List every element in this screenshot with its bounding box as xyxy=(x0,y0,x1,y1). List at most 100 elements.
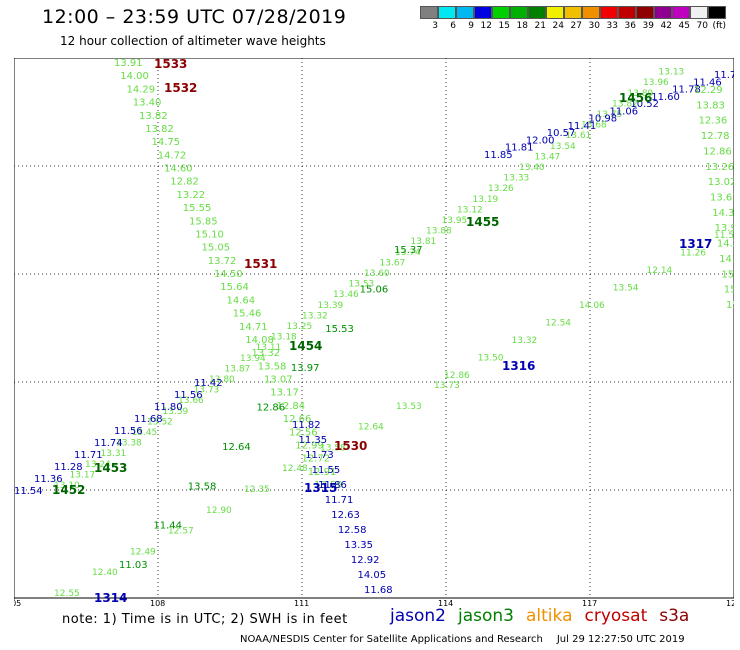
wave-value: 14.60 xyxy=(164,164,193,175)
wave-value: 13.17 xyxy=(270,388,299,399)
track-id-1315: 1315 xyxy=(304,481,337,495)
wave-value: 13.73 xyxy=(194,386,220,396)
wave-value: 10.57 xyxy=(547,128,576,139)
wave-value: 14.75 xyxy=(152,137,181,148)
wave-value: 12.78 xyxy=(701,131,730,142)
wave-value: 13.12 xyxy=(457,205,483,215)
wave-value: 13.67 xyxy=(380,258,406,268)
wave-value: 13.39 xyxy=(318,301,344,311)
wave-value: 11.41 xyxy=(568,121,597,132)
track-id-1531: 1531 xyxy=(244,257,277,271)
map-title: 12:00 – 23:59 UTC 07/28/2019 xyxy=(42,6,347,28)
wave-value: 12.72 xyxy=(302,454,331,465)
wave-value: 13.82 xyxy=(145,124,174,135)
wave-value: 13.89 xyxy=(628,89,654,99)
wave-value: 12.54 xyxy=(545,319,571,329)
wave-value: 12.48 xyxy=(282,464,308,474)
wave-value: 12.90 xyxy=(206,506,232,516)
legend-swatch xyxy=(708,6,726,19)
wave-value: 12.92 xyxy=(351,555,380,566)
track-id-1532: 1532 xyxy=(164,81,197,95)
wave-value: 12.63 xyxy=(331,510,360,521)
wave-value: 13.50 xyxy=(478,354,504,364)
wave-value: 13.22 xyxy=(177,190,206,201)
track-id-1530: 1530 xyxy=(334,439,367,453)
wave-value: 15.64 xyxy=(220,282,249,293)
map-frame xyxy=(14,58,734,599)
wave-value: 13.97 xyxy=(291,363,320,374)
wave-value: 14.05 xyxy=(357,570,386,581)
wave-value: 11.42 xyxy=(194,378,223,389)
wave-value: 11.06 xyxy=(609,106,638,117)
track-id-1454: 1454 xyxy=(289,339,322,353)
legend-tick-label: 3 xyxy=(432,21,438,31)
wave-value: 14.37 xyxy=(712,208,734,219)
legend-swatch xyxy=(582,6,600,19)
wave-value: 13.95 xyxy=(442,216,468,226)
lat-label: -54 xyxy=(14,270,15,279)
wave-value: 13.75 xyxy=(597,110,623,120)
wave-value: 13.32 xyxy=(252,348,281,359)
wave-value: 13.07 xyxy=(264,375,293,386)
track-id-1452: 1452 xyxy=(52,483,85,497)
wave-value: 12.14 xyxy=(647,266,673,276)
wave-value: 14.64 xyxy=(227,295,256,306)
wave-value: 13.74 xyxy=(395,248,421,258)
wave-value: 14.71 xyxy=(239,322,268,333)
wave-value: 11.03 xyxy=(119,560,148,571)
wave-value: 13.47 xyxy=(535,152,561,162)
legend-tick-label: 30 xyxy=(588,21,600,31)
wave-value: 13.26 xyxy=(488,184,514,194)
legend-tick-label: 18 xyxy=(516,21,528,31)
wave-value: 13.80 xyxy=(209,375,235,385)
legend-tick-label: 27 xyxy=(570,21,582,31)
satellite-legend: jason2 jason3 altika cryosat s3a xyxy=(390,606,701,626)
wave-value: 13.45 xyxy=(132,428,158,438)
legend-swatch xyxy=(528,6,546,19)
legend-tick-label: 6 xyxy=(450,21,456,31)
wave-value: 14.50 xyxy=(214,269,243,280)
legend-swatch xyxy=(618,6,636,19)
wave-value: 15.10 xyxy=(195,229,224,240)
lat-label: -60 xyxy=(14,594,15,603)
legend-tick-label: 21 xyxy=(534,21,546,31)
satellite-jason3: jason3 xyxy=(458,606,514,626)
wave-value: 10.52 xyxy=(630,99,659,110)
legend-swatch xyxy=(420,6,438,19)
legend-tick-label: 70 xyxy=(696,21,708,31)
lat-label: -58 xyxy=(14,486,15,495)
wave-value: 13.26 xyxy=(705,162,734,173)
wave-value: 11.56 xyxy=(114,426,143,437)
wave-value: 11.56 xyxy=(174,390,203,401)
wave-value: 13.18 xyxy=(271,333,297,343)
track-id-1453: 1453 xyxy=(94,461,127,475)
wave-value: 11.78 xyxy=(672,85,701,96)
wave-value: 15.53 xyxy=(325,324,354,335)
track-id-1316: 1316 xyxy=(502,359,535,373)
wave-value: 15.05 xyxy=(202,243,231,254)
legend-tick-label: 24 xyxy=(552,21,564,31)
legend-tick-label: 42 xyxy=(660,21,672,31)
wave-value: 12.86 xyxy=(703,146,732,157)
wave-value: 11.50 xyxy=(714,231,734,241)
wave-value: 11.73 xyxy=(305,450,334,461)
wave-value: 13.72 xyxy=(208,256,237,267)
wave-value: 12.64 xyxy=(358,423,384,433)
wave-value: 11.36 xyxy=(34,474,63,485)
lon-label: 105 xyxy=(14,599,21,606)
wave-value: 13.96 xyxy=(715,223,734,234)
wave-value: 12.36 xyxy=(699,116,728,127)
wave-value: 13.82 xyxy=(612,99,638,109)
wave-value: 13.53 xyxy=(396,402,422,412)
wave-value: 11.85 xyxy=(484,150,513,161)
wave-value: 13.60 xyxy=(364,269,390,279)
legend-tick-label: (ft) xyxy=(712,21,726,31)
lat-label: -50 xyxy=(14,58,15,63)
wave-height-map: -50 -52 -54 -56 -58 -60105 108 111 114 117 120 11.5… xyxy=(14,58,734,606)
wave-value: 11.44 xyxy=(153,521,182,532)
wave-value: 11.68 xyxy=(364,585,393,596)
wave-value: 13.10 xyxy=(54,481,80,491)
wave-value: 14.56 xyxy=(719,254,734,265)
timestamp: Jul 29 12:27:50 UTC 2019 xyxy=(556,634,685,645)
legend-tick-label: 15 xyxy=(498,21,510,31)
